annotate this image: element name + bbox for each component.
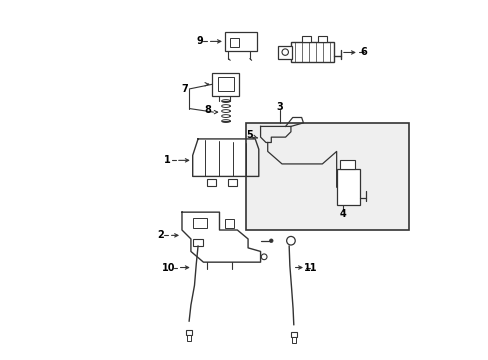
Text: 2: 2 bbox=[157, 230, 163, 240]
Circle shape bbox=[269, 239, 272, 243]
Text: 11: 11 bbox=[303, 262, 317, 273]
Bar bbox=[217, 77, 233, 91]
Bar bbox=[192, 239, 203, 246]
Text: 1: 1 bbox=[164, 156, 171, 165]
Bar bbox=[291, 337, 295, 342]
Bar bbox=[186, 330, 192, 336]
Bar bbox=[206, 179, 216, 186]
Bar bbox=[336, 169, 359, 205]
Bar bbox=[228, 179, 237, 186]
Bar bbox=[278, 46, 291, 59]
Text: 4: 4 bbox=[339, 209, 346, 219]
Bar bbox=[230, 38, 239, 47]
Text: 3: 3 bbox=[276, 102, 283, 112]
Bar bbox=[192, 217, 206, 228]
Text: 7: 7 bbox=[181, 84, 187, 94]
Text: 10: 10 bbox=[162, 262, 175, 273]
Bar bbox=[340, 160, 354, 169]
Bar bbox=[224, 219, 233, 228]
Bar bbox=[246, 123, 408, 230]
Bar bbox=[301, 36, 310, 42]
Text: 5: 5 bbox=[245, 130, 252, 140]
Bar bbox=[290, 332, 296, 337]
Text: 9: 9 bbox=[196, 36, 203, 46]
Bar bbox=[212, 73, 239, 96]
Bar bbox=[290, 42, 333, 62]
Bar bbox=[224, 32, 257, 51]
Bar bbox=[186, 335, 191, 341]
Bar bbox=[317, 36, 326, 42]
Text: 8: 8 bbox=[203, 105, 210, 115]
Text: 6: 6 bbox=[360, 47, 367, 57]
